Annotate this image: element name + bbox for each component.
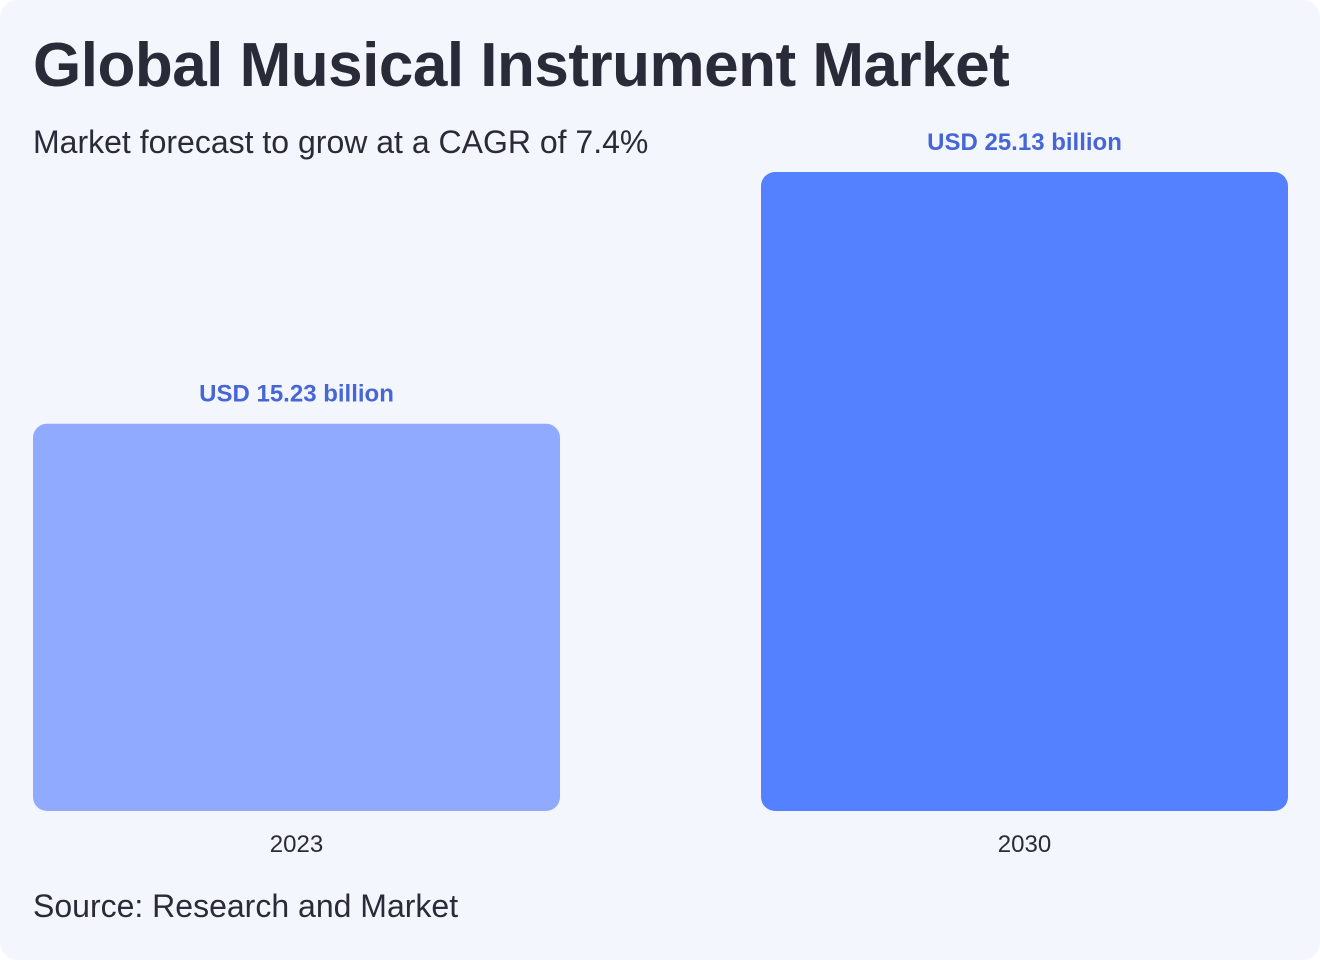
chart-title: Global Musical Instrument Market xyxy=(33,31,1010,100)
source-note: Source: Research and Market xyxy=(33,888,459,924)
chart-subtitle: Market forecast to grow at a CAGR of 7.4… xyxy=(33,124,649,160)
data-label-2023: USD 15.23 billion xyxy=(199,381,394,408)
data-label-2030: USD 25.13 billion xyxy=(927,129,1122,156)
x-tick-label-2030: 2030 xyxy=(998,831,1051,858)
bar-2023 xyxy=(33,423,560,811)
x-tick-label-2023: 2023 xyxy=(270,831,323,858)
bar-2030 xyxy=(761,172,1288,811)
